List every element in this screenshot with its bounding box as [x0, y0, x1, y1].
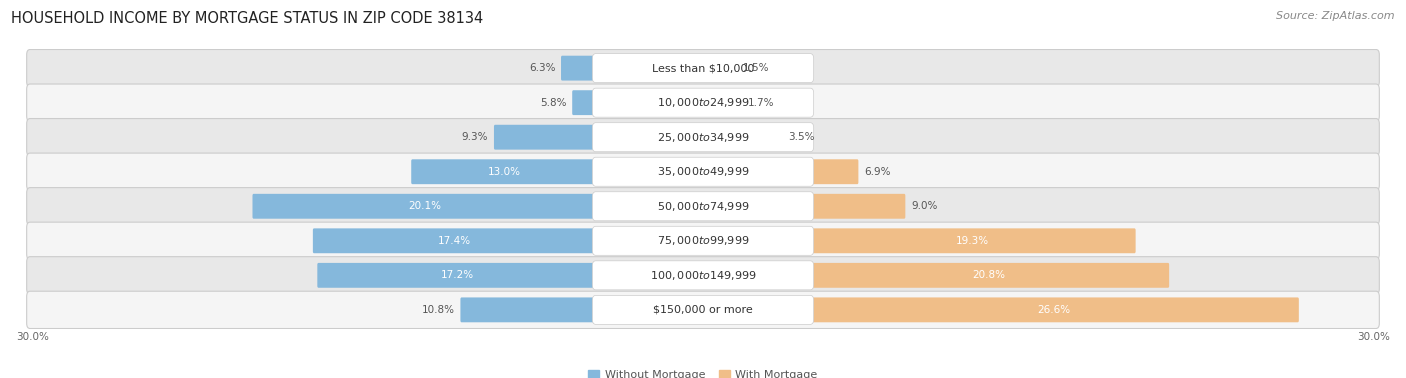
FancyBboxPatch shape: [27, 257, 1379, 294]
FancyBboxPatch shape: [27, 187, 1379, 225]
FancyBboxPatch shape: [592, 295, 814, 324]
Text: $50,000 to $74,999: $50,000 to $74,999: [657, 200, 749, 213]
FancyBboxPatch shape: [27, 50, 1379, 87]
Text: HOUSEHOLD INCOME BY MORTGAGE STATUS IN ZIP CODE 38134: HOUSEHOLD INCOME BY MORTGAGE STATUS IN Z…: [11, 11, 484, 26]
Text: $35,000 to $49,999: $35,000 to $49,999: [657, 165, 749, 178]
Text: 20.8%: 20.8%: [973, 270, 1005, 280]
FancyBboxPatch shape: [592, 192, 814, 221]
Text: $75,000 to $99,999: $75,000 to $99,999: [657, 234, 749, 247]
Text: 3.5%: 3.5%: [787, 132, 814, 142]
Text: Less than $10,000: Less than $10,000: [652, 63, 754, 73]
FancyBboxPatch shape: [810, 194, 905, 219]
FancyBboxPatch shape: [592, 123, 814, 152]
Text: 9.3%: 9.3%: [461, 132, 488, 142]
Text: Source: ZipAtlas.com: Source: ZipAtlas.com: [1277, 11, 1395, 21]
FancyBboxPatch shape: [592, 261, 814, 290]
FancyBboxPatch shape: [318, 263, 596, 288]
FancyBboxPatch shape: [592, 54, 814, 83]
FancyBboxPatch shape: [411, 159, 596, 184]
Text: 19.3%: 19.3%: [956, 236, 988, 246]
FancyBboxPatch shape: [810, 297, 1299, 322]
FancyBboxPatch shape: [460, 297, 596, 322]
FancyBboxPatch shape: [27, 153, 1379, 191]
Text: 6.3%: 6.3%: [529, 63, 555, 73]
FancyBboxPatch shape: [27, 291, 1379, 328]
Text: 1.7%: 1.7%: [748, 98, 775, 108]
FancyBboxPatch shape: [27, 84, 1379, 121]
Text: $100,000 to $149,999: $100,000 to $149,999: [650, 269, 756, 282]
Text: $150,000 or more: $150,000 or more: [654, 305, 752, 315]
Text: 17.4%: 17.4%: [439, 236, 471, 246]
FancyBboxPatch shape: [810, 228, 1136, 253]
FancyBboxPatch shape: [494, 125, 596, 150]
Text: 5.8%: 5.8%: [540, 98, 567, 108]
FancyBboxPatch shape: [592, 157, 814, 186]
Text: 10.8%: 10.8%: [422, 305, 454, 315]
Text: 20.1%: 20.1%: [408, 201, 441, 211]
FancyBboxPatch shape: [592, 226, 814, 255]
FancyBboxPatch shape: [253, 194, 596, 219]
Text: 13.0%: 13.0%: [488, 167, 520, 177]
FancyBboxPatch shape: [572, 90, 596, 115]
FancyBboxPatch shape: [592, 88, 814, 117]
Legend: Without Mortgage, With Mortgage: Without Mortgage, With Mortgage: [583, 366, 823, 378]
Text: 6.9%: 6.9%: [863, 167, 890, 177]
FancyBboxPatch shape: [27, 119, 1379, 156]
Text: $10,000 to $24,999: $10,000 to $24,999: [657, 96, 749, 109]
Text: 17.2%: 17.2%: [440, 270, 474, 280]
FancyBboxPatch shape: [810, 263, 1170, 288]
FancyBboxPatch shape: [561, 56, 596, 81]
Text: 9.0%: 9.0%: [911, 201, 938, 211]
FancyBboxPatch shape: [27, 222, 1379, 259]
Text: 1.5%: 1.5%: [744, 63, 769, 73]
FancyBboxPatch shape: [314, 228, 596, 253]
Text: 26.6%: 26.6%: [1038, 305, 1070, 315]
FancyBboxPatch shape: [810, 159, 859, 184]
Text: $25,000 to $34,999: $25,000 to $34,999: [657, 131, 749, 144]
